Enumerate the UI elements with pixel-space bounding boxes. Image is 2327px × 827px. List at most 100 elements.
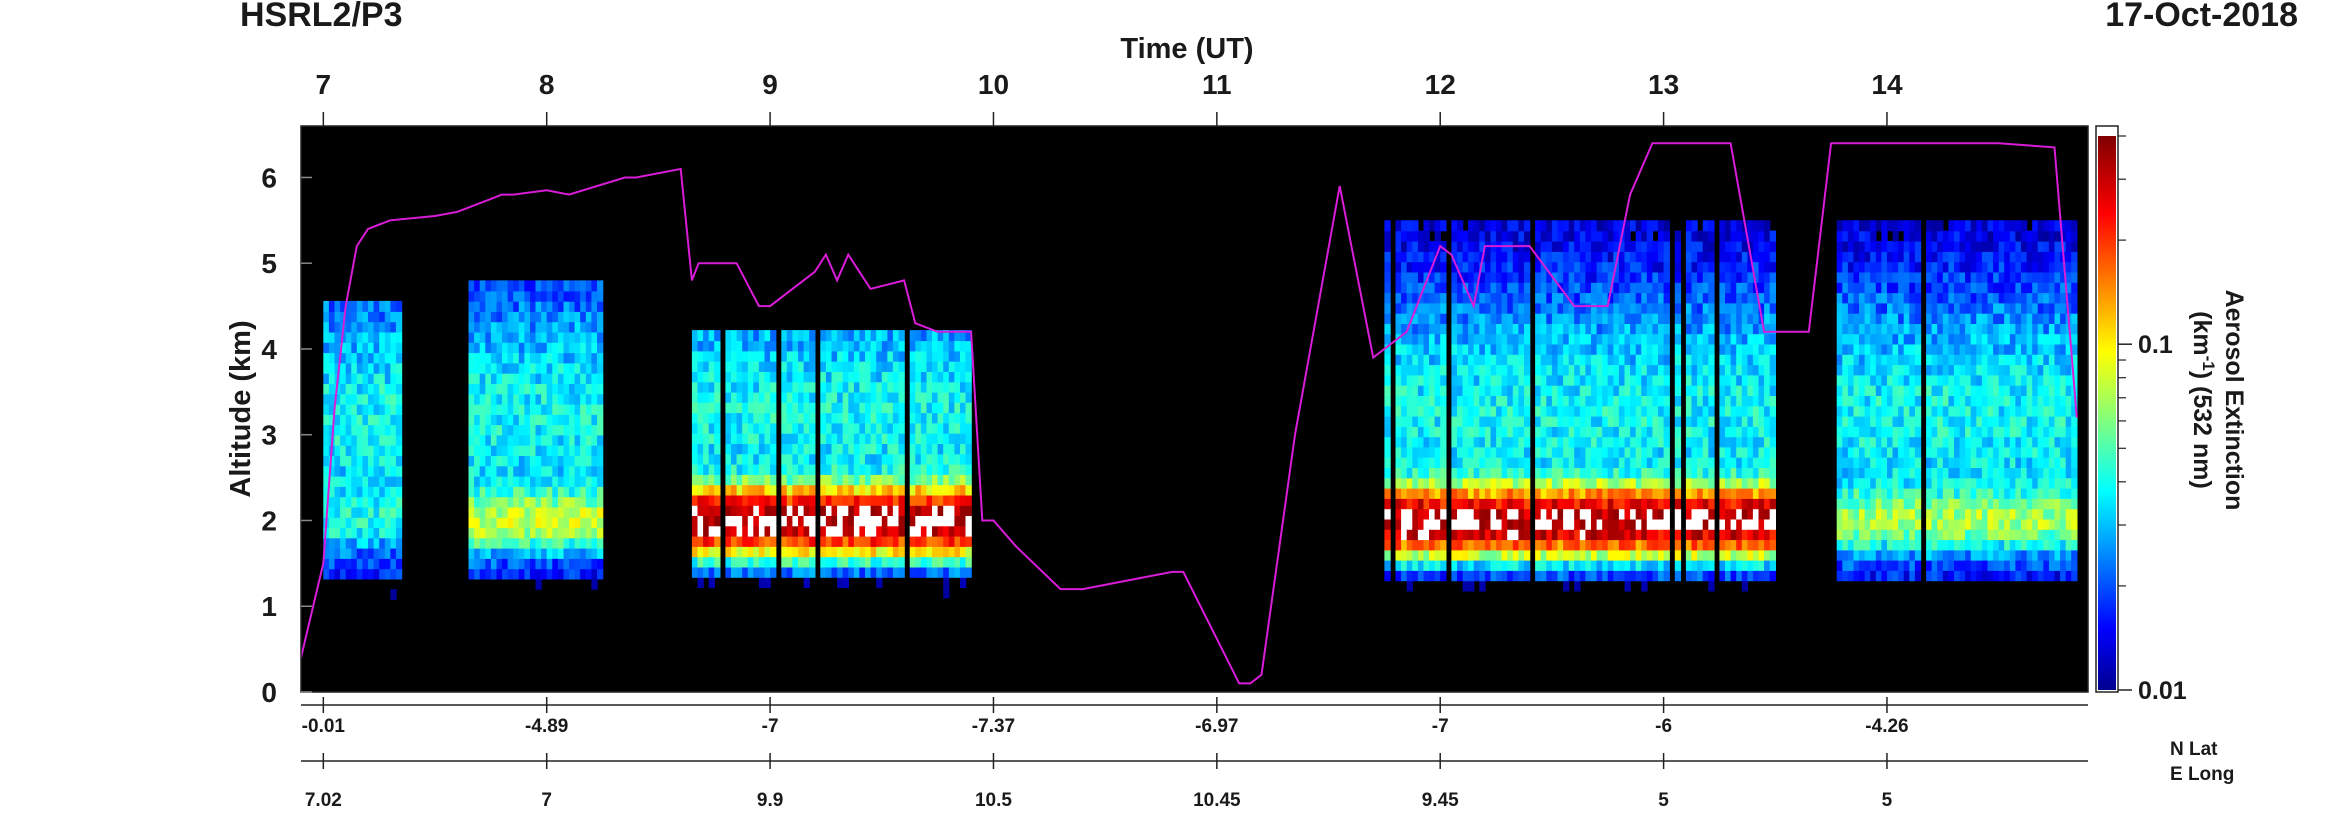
extinction-cell xyxy=(915,556,922,568)
extinction-segment-1 xyxy=(323,300,403,601)
extinction-cell xyxy=(345,352,352,364)
extinction-cell xyxy=(1468,580,1475,592)
extinction-cell xyxy=(764,350,771,362)
extinction-cell xyxy=(1613,354,1620,366)
extinction-cell xyxy=(1501,446,1508,458)
extinction-cell xyxy=(1473,333,1480,345)
extinction-cell xyxy=(1395,436,1402,448)
extinction-cell xyxy=(1663,240,1670,252)
extinction-cell xyxy=(1579,385,1587,396)
extinction-cell xyxy=(848,566,855,578)
extinction-cell xyxy=(1752,302,1760,314)
extinction-cell xyxy=(563,362,570,374)
extinction-cell xyxy=(1635,364,1642,376)
extinction-cell xyxy=(1674,549,1682,561)
extinction-cell xyxy=(1663,457,1670,468)
extinction-cell xyxy=(1663,302,1670,314)
extinction-cell xyxy=(1898,518,1905,530)
extinction-cell xyxy=(1607,529,1614,541)
extinction-cell xyxy=(1596,333,1603,345)
extinction-cell xyxy=(524,321,531,333)
extinction-cell xyxy=(1881,498,1888,510)
extinction-cell xyxy=(1903,395,1910,407)
extinction-cell xyxy=(1887,405,1894,417)
extinction-cell xyxy=(1741,415,1749,427)
extinction-cell xyxy=(1406,415,1413,427)
extinction-cell xyxy=(490,445,498,456)
extinction-cell xyxy=(1630,220,1637,232)
extinction-cell xyxy=(1853,529,1860,541)
extinction-cell xyxy=(1719,529,1726,541)
extinction-cell xyxy=(764,463,771,475)
extinction-cell xyxy=(853,330,861,342)
extinction-cell xyxy=(1551,343,1559,355)
extinction-cell xyxy=(691,340,699,352)
extinction-cell xyxy=(535,414,542,426)
extinction-cell xyxy=(697,371,704,383)
extinction-cell xyxy=(1412,518,1419,530)
extinction-cell xyxy=(1875,385,1883,396)
extinction-cell xyxy=(1384,426,1391,438)
extinction-cell xyxy=(1658,343,1665,355)
extinction-cell xyxy=(1384,457,1391,468)
extinction-cell xyxy=(1853,477,1860,489)
extinction-cell xyxy=(803,525,810,537)
extinction-cell xyxy=(323,321,330,333)
extinction-cell xyxy=(1685,354,1693,366)
extinction-cell xyxy=(731,505,738,516)
extinction-cell xyxy=(770,371,777,383)
extinction-cell xyxy=(1914,518,1922,530)
extinction-cell xyxy=(345,465,352,477)
extinction-cell xyxy=(1658,477,1665,489)
extinction-cell xyxy=(703,391,710,403)
extinction-cell xyxy=(1490,261,1497,273)
extinction-cell xyxy=(831,515,838,527)
extinction-cell xyxy=(390,393,397,405)
extinction-cell xyxy=(1412,240,1419,252)
extinction-cell xyxy=(557,280,565,292)
extinction-cell xyxy=(1440,343,1447,355)
extinction-cell xyxy=(731,463,738,475)
extinction-cell xyxy=(530,403,537,415)
extinction-cell xyxy=(1462,343,1469,355)
extinction-cell xyxy=(1685,271,1693,283)
extinction-cell xyxy=(591,311,598,323)
extinction-cell xyxy=(574,558,581,570)
extinction-cell xyxy=(373,547,380,559)
extinction-cell xyxy=(1691,529,1698,541)
extinction-cell xyxy=(507,424,514,436)
extinction-cell xyxy=(1836,446,1843,458)
extinction-cell xyxy=(1870,426,1877,438)
extinction-cell xyxy=(1457,487,1464,499)
extinction-cell xyxy=(691,484,699,496)
extinction-cell xyxy=(1842,559,1849,571)
extinction-cell xyxy=(1903,333,1910,345)
extinction-cell xyxy=(1457,559,1464,571)
extinction-cell xyxy=(1702,302,1709,314)
extinction-cell xyxy=(1646,354,1654,366)
extinction-cell xyxy=(1613,446,1620,458)
extinction-cell xyxy=(557,342,565,354)
extinction-cell xyxy=(1401,487,1408,499)
extinction-cell xyxy=(1697,467,1704,479)
extinction-cell xyxy=(960,350,967,362)
extinction-cell xyxy=(1914,498,1922,510)
extinction-cell xyxy=(1401,498,1408,510)
extinction-cell xyxy=(490,383,498,395)
extinction-cell xyxy=(1429,539,1436,551)
extinction-cell xyxy=(1540,313,1547,324)
extinction-cell xyxy=(948,494,956,506)
extinction-cell xyxy=(1875,323,1883,335)
extinction-cell xyxy=(1658,529,1665,541)
extinction-cell xyxy=(1635,333,1642,345)
extinction-cell xyxy=(1708,302,1715,314)
extinction-cell xyxy=(1551,549,1559,561)
extinction-cell xyxy=(1585,415,1592,427)
extinction-cell xyxy=(384,414,392,426)
extinction-cell xyxy=(524,342,531,354)
extinction-cell xyxy=(1551,405,1559,417)
extinction-cell xyxy=(1473,549,1480,561)
extinction-cell xyxy=(1551,426,1559,438)
extinction-cell xyxy=(1730,364,1737,376)
extinction-cell xyxy=(1579,508,1587,520)
